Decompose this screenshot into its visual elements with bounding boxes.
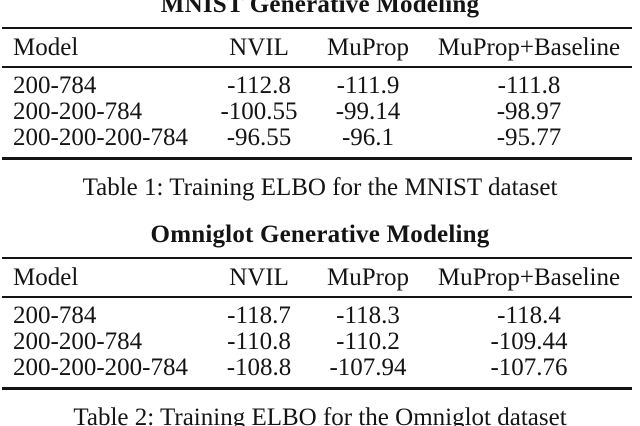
column-header-muprop: MuProp <box>310 28 426 68</box>
column-header-model: Model <box>2 28 208 68</box>
table-row: 200-784 -112.8 -111.9 -111.8 <box>2 67 632 99</box>
column-header-model: Model <box>2 258 208 298</box>
column-header-nvil: NVIL <box>208 258 310 298</box>
table-row: 200-784 -118.7 -118.3 -118.4 <box>2 297 632 329</box>
value-cell: -111.9 <box>336 72 400 99</box>
value-cell: -108.8 <box>226 354 292 381</box>
column-header-muprop-baseline: MuProp+Baseline <box>426 258 632 298</box>
value-cell: -98.97 <box>496 98 562 125</box>
model-cell: 200-200-200-784 <box>13 124 188 151</box>
value-cell: -96.55 <box>226 124 292 151</box>
model-cell: 200-200-784 <box>13 98 143 125</box>
figure-omniglot: Omniglot Generative Modeling Model NVIL … <box>0 220 640 426</box>
value-cell: -95.77 <box>496 124 562 151</box>
value-cell: -112.8 <box>227 72 291 99</box>
model-cell: 200-200-784 <box>13 328 143 355</box>
value-cell: -118.3 <box>336 302 400 329</box>
table-caption: Table 2: Training ELBO for the Omniglot … <box>73 404 567 426</box>
figure-mnist: MNIST Generative Modeling Model NVIL MuP… <box>0 0 640 201</box>
model-cell: 200-784 <box>13 302 97 329</box>
value-cell: -110.8 <box>227 328 291 355</box>
model-cell: 200-200-200-784 <box>13 354 188 381</box>
header-row: Model NVIL MuProp MuProp+Baseline <box>2 258 632 298</box>
value-cell: -107.94 <box>329 354 407 381</box>
results-table-omniglot: Model NVIL MuProp MuProp+Baseline 200-78… <box>2 257 632 390</box>
table-caption: Table 1: Training ELBO for the MNIST dat… <box>82 174 558 201</box>
value-cell: -118.7 <box>227 302 291 329</box>
value-cell: -110.2 <box>336 328 400 355</box>
table-row: 200-200-200-784 -108.8 -107.94 -107.76 <box>2 355 632 389</box>
column-header-muprop-baseline: MuProp+Baseline <box>426 28 632 68</box>
value-cell: -107.76 <box>490 354 568 381</box>
value-cell: -96.1 <box>341 124 395 151</box>
table-row: 200-200-784 -100.55 -99.14 -98.97 <box>2 99 632 125</box>
value-cell: -100.55 <box>220 98 298 125</box>
value-cell: -109.44 <box>490 328 568 355</box>
table-row: 200-200-200-784 -96.55 -96.1 -95.77 <box>2 125 632 159</box>
value-cell: -118.4 <box>497 302 561 329</box>
header-row: Model NVIL MuProp MuProp+Baseline <box>2 28 632 68</box>
table-title: Omniglot Generative Modeling <box>150 221 490 248</box>
column-header-nvil: NVIL <box>208 28 310 68</box>
value-cell: -111.8 <box>497 72 561 99</box>
model-cell: 200-784 <box>13 72 97 99</box>
column-header-muprop: MuProp <box>310 258 426 298</box>
results-table-mnist: Model NVIL MuProp MuProp+Baseline 200-78… <box>2 27 632 160</box>
table-title: MNIST Generative Modeling <box>160 0 480 18</box>
value-cell: -99.14 <box>335 98 401 125</box>
table-row: 200-200-784 -110.8 -110.2 -109.44 <box>2 329 632 355</box>
